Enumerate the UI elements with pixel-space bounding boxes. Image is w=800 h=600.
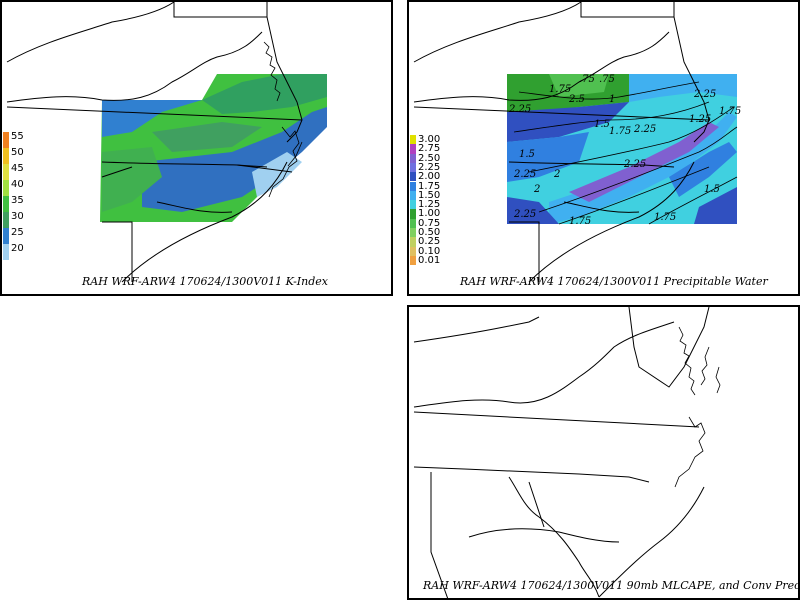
legend-label: 35 — [11, 195, 24, 206]
contour-label: 2.5 — [568, 94, 585, 105]
legend-swatch — [3, 164, 9, 180]
mlcape-map — [413, 307, 721, 598]
contour-label: 2.25 — [633, 124, 656, 135]
pwat-panel: 2.25 1.75 2 2.25 1.5 1.75 2.25 2.25 2.25 2 1.75 1.5… — [407, 0, 800, 296]
legend-swatch — [410, 255, 416, 266]
legend-swatch — [410, 181, 416, 191]
legend-swatch — [410, 228, 416, 238]
legend-label: 1.50 — [418, 189, 441, 201]
legend-swatch — [3, 180, 9, 196]
contour-label: .75 — [579, 74, 595, 85]
contour-label: 2.25 — [693, 89, 716, 100]
contour-label: 1.75 — [569, 216, 591, 227]
contour-label: 1.75 — [719, 106, 741, 117]
kindex-field — [100, 74, 327, 222]
legend-label: 45 — [11, 163, 24, 174]
legend-label: 1.00 — [418, 208, 441, 220]
contour-label: 1.5 — [704, 184, 720, 195]
contour-label: 2.25 — [508, 104, 531, 115]
legend-swatch — [3, 132, 9, 148]
legend-swatch — [3, 148, 9, 164]
pwat-boundaries — [413, 2, 710, 283]
contour-label: 1.75 — [609, 126, 631, 137]
contour-label: 1.75 — [654, 212, 676, 223]
legend-label: 25 — [11, 227, 24, 238]
legend-label: 3.00 — [418, 134, 441, 145]
kindex-map — [6, 2, 327, 283]
legend-label: 0.25 — [418, 236, 441, 248]
legend-label: 30 — [11, 211, 24, 222]
contour-label: 1.5 — [594, 119, 610, 130]
legend-swatch — [3, 212, 9, 228]
kindex-panel: 55 50 45 40 35 30 25 20 RAH WRF-ARW4 170624/130… — [0, 0, 393, 296]
legend-swatch — [410, 209, 416, 219]
legend-swatch — [410, 144, 416, 154]
legend-swatch — [410, 135, 416, 145]
legend-swatch — [410, 237, 416, 247]
legend-label: 20 — [11, 243, 24, 254]
legend-swatch — [3, 196, 9, 212]
legend-swatch — [3, 244, 9, 260]
mlcape-boundaries — [413, 307, 710, 598]
legend-swatch — [410, 218, 416, 228]
pwat-caption: RAH WRF-ARW4 170624/1300V011 Precipitabl… — [460, 275, 768, 288]
legend-label: 1.25 — [418, 199, 441, 211]
contour-label: 1 — [609, 94, 615, 105]
contour-label: 2.25 — [513, 209, 536, 220]
kindex-caption: RAH WRF-ARW4 170624/1300V011 K-Index — [82, 275, 328, 288]
mlcape-panel: RAH WRF-ARW4 170624/1300V011 90mb MLCAPE… — [407, 305, 800, 600]
mlcape-caption: RAH WRF-ARW4 170624/1300V011 90mb MLCAPE… — [423, 579, 800, 592]
legend-swatch — [410, 162, 416, 173]
legend-label: 2.25 — [418, 161, 441, 173]
contour-label: 2.25 — [623, 159, 646, 170]
legend-label: 0.75 — [418, 217, 441, 229]
legend-label: 50 — [11, 147, 24, 158]
contour-label: 1.25 — [689, 114, 711, 125]
contour-label: 2.25 — [513, 169, 536, 180]
contour-label: 1.75 — [549, 84, 571, 95]
legend-label: 2.50 — [418, 152, 441, 164]
contour-label: .75 — [599, 74, 615, 85]
contour-label: 1.5 — [519, 149, 535, 160]
mlcape-coast — [674, 326, 721, 488]
pwat-contours — [513, 81, 738, 225]
legend-swatch — [3, 228, 9, 244]
legend-swatch — [410, 200, 416, 210]
legend-label: 2.00 — [418, 171, 441, 183]
legend-label: 2.75 — [418, 143, 441, 155]
kindex-coast — [263, 41, 303, 198]
contour-label: 2 — [533, 184, 540, 195]
legend-swatch — [410, 246, 416, 256]
legend-swatch — [410, 190, 416, 201]
legend-label: 40 — [11, 179, 24, 190]
contour-label: 2 — [553, 169, 560, 180]
legend-label: 1.75 — [418, 180, 441, 192]
kindex-boundaries — [6, 2, 303, 283]
legend-swatch — [410, 172, 416, 182]
legend-label: 0.10 — [418, 245, 441, 257]
legend-swatch — [410, 153, 416, 163]
legend-label: 55 — [11, 131, 24, 142]
legend-label: 0.50 — [418, 227, 441, 238]
legend-label: 0.01 — [418, 254, 441, 266]
